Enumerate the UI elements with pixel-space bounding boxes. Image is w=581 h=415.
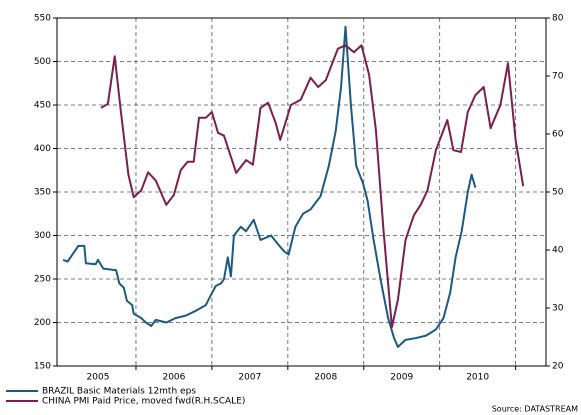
- y-tick-label: 500: [34, 57, 51, 67]
- y2-tick-label: 40: [552, 246, 564, 256]
- x-tick-label: 2006: [162, 373, 185, 383]
- x-tick-label: 2007: [238, 373, 261, 383]
- x-tick-label: 2008: [314, 373, 337, 383]
- source-note: Source: DATASTREAM: [492, 405, 578, 414]
- y-tick-label: 550: [34, 14, 51, 24]
- y2-tick-label: 50: [552, 188, 564, 198]
- y2-tick-label: 70: [552, 72, 564, 82]
- x-tick-label: 2005: [87, 373, 110, 383]
- series-line: [100, 44, 525, 329]
- legend-label: CHINA PMI Paid Price, moved fwd(R.H.SCAL…: [42, 397, 245, 407]
- y-tick-label: 250: [34, 275, 51, 285]
- y-tick-label: 300: [34, 231, 51, 241]
- y2-tick-label: 30: [552, 304, 564, 314]
- legend-label: BRAZIL Basic Materials 12mth eps: [42, 387, 196, 397]
- y2-tick-label: 60: [552, 130, 564, 140]
- plot-frame: [56, 17, 547, 367]
- x-tick-label: 2010: [466, 373, 489, 383]
- y-tick-label: 400: [34, 144, 51, 154]
- y-tick-label: 350: [34, 188, 51, 198]
- y-tick-label: 200: [34, 318, 51, 328]
- x-tick-label: 2009: [390, 373, 413, 383]
- y-tick-label: 450: [34, 101, 51, 111]
- y2-tick-label: 20: [552, 362, 564, 372]
- y2-tick-label: 80: [552, 14, 564, 24]
- y-tick-label: 150: [34, 362, 51, 372]
- series-line: [62, 25, 477, 348]
